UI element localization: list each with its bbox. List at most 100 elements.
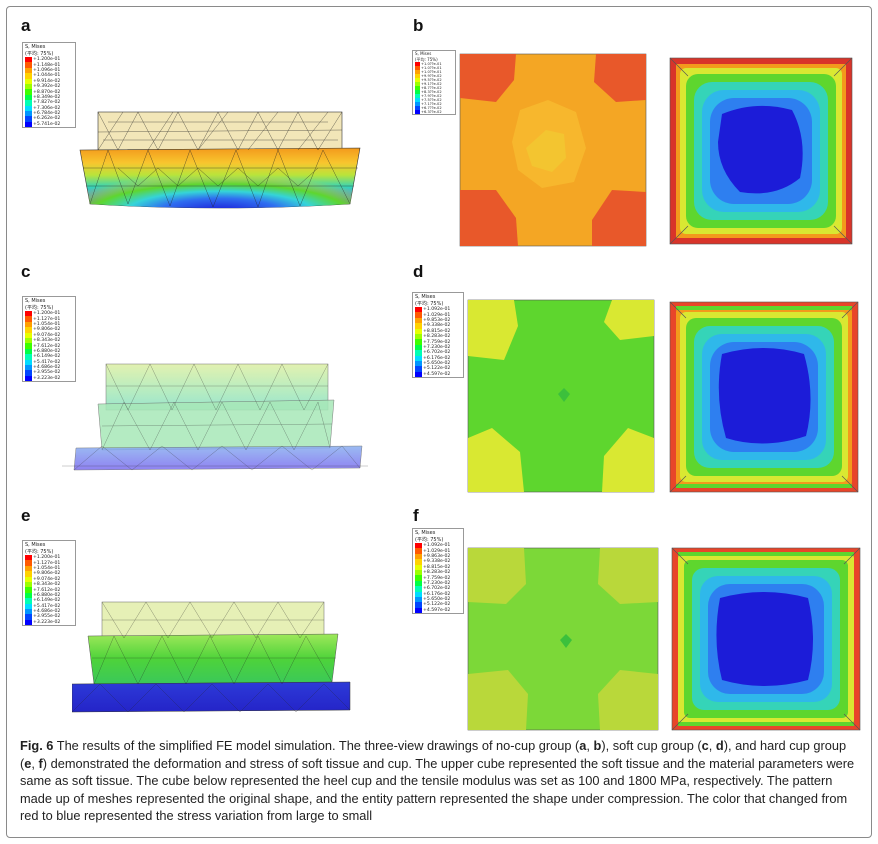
legend-swatch [415,70,420,75]
legend-value: +8.815e-02 [423,564,451,570]
legend-swatch [25,62,32,68]
legend-value: +1.044e-01 [33,73,61,79]
fe-top-views-d [467,299,859,493]
legend-swatch [415,110,420,115]
legend-value: +9.5??e-02 [421,77,442,82]
legend-value: +1.200e-01 [33,555,61,561]
stress-legend-b: S, Mises (平均: 75%) +1.0??e-01 +1.0??e-01 +1.… [412,50,456,116]
legend-swatch [415,74,420,79]
legend-row: +8.343e-02 [23,337,75,344]
legend-swatch [415,602,422,608]
legend-swatch [415,580,422,587]
legend-swatch [415,307,422,313]
legend-swatch [25,94,32,101]
legend-row: +7.5??e-02 [413,98,455,103]
legend-row: +1.029e-01 [413,548,463,554]
legend-swatch [415,543,422,549]
legend-row: +6.880e-02 [23,348,75,355]
legend-row: +1.092e-01 [413,307,463,313]
legend-subtitle: (平均: 75%) [25,305,54,311]
legend-title: S, Mises [415,294,436,300]
legend-row: +1.0??e-01 [413,61,455,67]
legend-swatch [25,57,32,63]
legend-row: +3.955e-02 [23,370,75,376]
legend-row: +7.612e-02 [23,343,75,349]
legend-swatch [415,553,422,560]
legend-value: +5.650e-02 [423,597,451,603]
legend-row: +3.955e-02 [23,614,75,620]
legend-row: +9.338e-02 [413,323,463,329]
legend-swatch [415,355,422,361]
legend-value: +7.612e-02 [33,343,61,349]
legend-value: +6.149e-02 [33,598,61,604]
legend-value: +1.200e-01 [33,57,61,63]
legend-value: +7.9??e-02 [421,93,442,98]
legend-swatch [25,359,32,365]
legend-swatch [25,83,32,90]
legend-title: S, Mises [415,51,432,56]
legend-subtitle: (平均: 75%) [415,301,444,307]
legend-swatch [415,559,422,565]
legend-swatch [415,94,420,99]
caption-text-3: ), and hard cup group ( [20,738,847,771]
legend-value: +8.283e-02 [423,334,451,340]
legend-value: +8.283e-02 [423,570,451,576]
legend-value: +6.176e-02 [423,355,451,361]
legend-swatch [415,66,420,71]
legend-value: +9.863e-02 [423,553,451,559]
legend-value: +6.784e-02 [33,111,61,117]
legend-row: +5.650e-02 [413,360,463,367]
legend-swatch [25,110,32,117]
legend-row: +8.815e-02 [413,328,463,334]
legend-row: +5.741e-02 [23,121,75,128]
legend-swatch [415,328,422,334]
legend-title: S, Mises [415,530,436,536]
legend-swatch [25,581,32,588]
legend-value: +7.612e-02 [33,587,61,593]
legend-swatch [25,337,32,344]
legend-title: S, Mises [25,298,46,304]
legend-swatch [25,598,32,604]
legend-subtitle: (平均: 75%) [25,549,54,555]
stress-legend-d: S, Mises (平均: 75%) +1.092e-01 +1.029e-01 +9.… [412,292,464,379]
legend-value: +9.338e-02 [423,323,451,329]
legend-value: +8.349e-02 [33,94,61,100]
legend-value: +1.092e-01 [423,543,451,549]
caption-ref-a: a [579,738,587,753]
legend-value: +6.7??e-02 [421,105,442,110]
legend-row: +7.759e-02 [413,339,463,345]
legend-value: +5.122e-02 [423,602,451,608]
legend-swatch [415,366,422,372]
legend-row: +1.0??e-01 [413,66,455,71]
fe-side-view-e [72,601,351,713]
legend-row: +1.0??e-01 [413,70,455,75]
legend-swatch [25,370,32,376]
legend-swatch [25,78,32,84]
legend-swatch [25,327,32,333]
legend-value: +9.074e-02 [33,576,61,582]
legend-row: +1.092e-01 [413,543,463,549]
legend-row: +9.392e-02 [23,83,75,90]
mesh-lines-a [83,111,358,208]
caption-text-4: ) demonstrated the deformation and stres… [20,755,855,824]
legend-row: +9.5??e-02 [413,77,455,83]
legend-value: +1.0??e-01 [421,61,442,66]
legend-value: +6.149e-02 [33,354,61,360]
legend-row: +6.7??e-02 [413,105,455,111]
legend-subtitle: (平均: 75%) [415,56,438,62]
legend-value: +4.597e-02 [423,371,451,377]
legend-row: +9.806e-02 [23,327,75,333]
legend-swatch [415,591,422,597]
legend-value: +7.827e-02 [33,100,61,106]
legend-row: +1.029e-01 [413,312,463,318]
legend-row: +4.597e-02 [413,607,463,614]
legend-row: +6.176e-02 [413,355,463,361]
legend-row: +3.223e-02 [23,619,75,626]
legend-swatch [25,555,32,561]
legend-subtitle: (平均: 75%) [25,51,54,57]
legend-row: +7.759e-02 [413,575,463,581]
legend-row: +1.044e-01 [23,73,75,79]
legend-value: +4.686e-02 [33,365,61,371]
legend-swatch [415,569,422,576]
fe-side-view-a [79,111,361,209]
